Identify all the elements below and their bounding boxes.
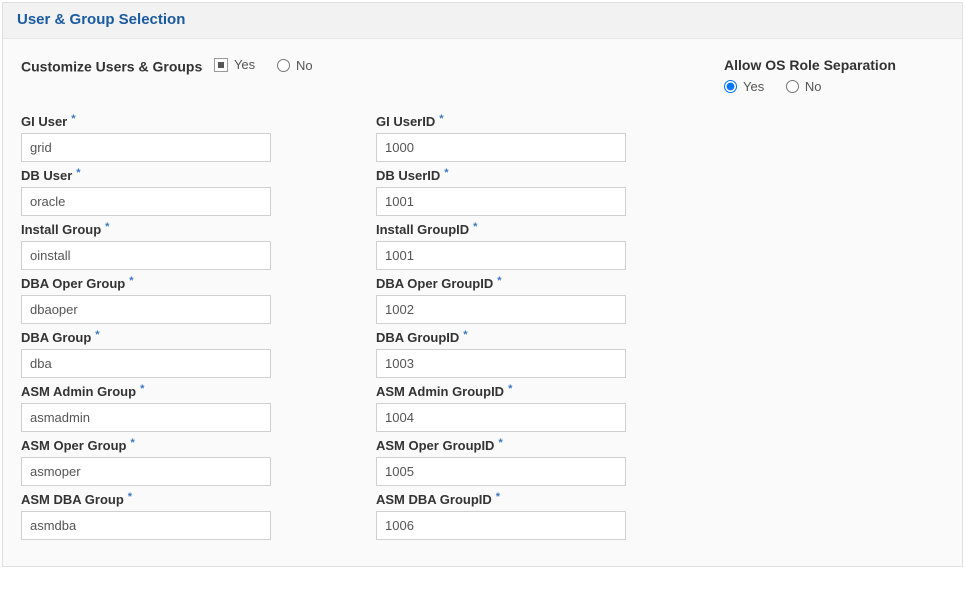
required-star: * bbox=[463, 329, 467, 341]
top-row: Customize Users & Groups Yes No Allow OS… bbox=[21, 53, 944, 96]
customize-no-radio[interactable] bbox=[277, 59, 290, 72]
asm-dba-groupid-row: ASM DBA GroupID* bbox=[376, 492, 721, 540]
allow-sep-no-radio[interactable] bbox=[786, 80, 799, 93]
required-star: * bbox=[497, 275, 501, 287]
asm-dba-group-row: ASM DBA Group* bbox=[21, 492, 366, 540]
required-star: * bbox=[129, 275, 133, 287]
install-groupid-row: Install GroupID* bbox=[376, 222, 721, 270]
form-columns: GI User* DB User* Install Group* DBA Oper G… bbox=[21, 114, 944, 546]
asm-oper-groupid-input[interactable] bbox=[376, 457, 626, 486]
required-star: * bbox=[105, 221, 109, 233]
dba-oper-group-row: DBA Oper Group* bbox=[21, 276, 366, 324]
customize-yes-option[interactable]: Yes bbox=[214, 57, 255, 72]
required-star: * bbox=[140, 383, 144, 395]
install-group-input[interactable] bbox=[21, 241, 271, 270]
dba-oper-group-label: DBA Oper Group* bbox=[21, 276, 366, 291]
required-star: * bbox=[76, 167, 80, 179]
db-userid-row: DB UserID* bbox=[376, 168, 721, 216]
gi-user-label: GI User* bbox=[21, 114, 366, 129]
dba-groupid-label: DBA GroupID* bbox=[376, 330, 721, 345]
asm-oper-group-label: ASM Oper Group* bbox=[21, 438, 366, 453]
asm-oper-group-row: ASM Oper Group* bbox=[21, 438, 366, 486]
install-groupid-input[interactable] bbox=[376, 241, 626, 270]
allow-sep-block: Allow OS Role Separation Yes No bbox=[724, 53, 944, 96]
allow-sep-yes-option[interactable]: Yes bbox=[724, 79, 764, 94]
asm-dba-groupid-label: ASM DBA GroupID* bbox=[376, 492, 721, 507]
gi-userid-row: GI UserID* bbox=[376, 114, 721, 162]
db-user-input[interactable] bbox=[21, 187, 271, 216]
asm-oper-groupid-row: ASM Oper GroupID* bbox=[376, 438, 721, 486]
customize-no-label: No bbox=[296, 58, 313, 73]
required-star: * bbox=[130, 437, 134, 449]
db-user-row: DB User* bbox=[21, 168, 366, 216]
allow-sep-no-label: No bbox=[805, 79, 822, 94]
asm-admin-groupid-label: ASM Admin GroupID* bbox=[376, 384, 721, 399]
install-group-label: Install Group* bbox=[21, 222, 366, 237]
allow-sep-label: Allow OS Role Separation bbox=[724, 57, 944, 73]
dba-groupid-input[interactable] bbox=[376, 349, 626, 378]
dba-group-label: DBA Group* bbox=[21, 330, 366, 345]
required-star: * bbox=[498, 437, 502, 449]
required-star: * bbox=[128, 491, 132, 503]
dba-group-input[interactable] bbox=[21, 349, 271, 378]
customize-yes-label: Yes bbox=[234, 57, 255, 72]
required-star: * bbox=[496, 491, 500, 503]
allow-sep-yes-radio[interactable] bbox=[724, 80, 737, 93]
gi-user-input[interactable] bbox=[21, 133, 271, 162]
asm-admin-groupid-row: ASM Admin GroupID* bbox=[376, 384, 721, 432]
panel-title: User & Group Selection bbox=[17, 11, 948, 28]
radio-icon bbox=[214, 58, 228, 72]
panel-body: Customize Users & Groups Yes No Allow OS… bbox=[3, 39, 962, 566]
asm-admin-group-label: ASM Admin Group* bbox=[21, 384, 366, 399]
allow-sep-no-option[interactable]: No bbox=[786, 79, 822, 94]
asm-admin-groupid-input[interactable] bbox=[376, 403, 626, 432]
dba-oper-groupid-row: DBA Oper GroupID* bbox=[376, 276, 721, 324]
panel-header: User & Group Selection bbox=[3, 3, 962, 39]
required-star: * bbox=[473, 221, 477, 233]
right-column: GI UserID* DB UserID* Install GroupID* DBA … bbox=[376, 114, 721, 546]
allow-sep-yes-label: Yes bbox=[743, 79, 764, 94]
asm-admin-group-input[interactable] bbox=[21, 403, 271, 432]
install-groupid-label: Install GroupID* bbox=[376, 222, 721, 237]
dba-oper-groupid-input[interactable] bbox=[376, 295, 626, 324]
required-star: * bbox=[508, 383, 512, 395]
required-star: * bbox=[95, 329, 99, 341]
gi-userid-input[interactable] bbox=[376, 133, 626, 162]
required-star: * bbox=[71, 113, 75, 125]
db-userid-input[interactable] bbox=[376, 187, 626, 216]
asm-oper-group-input[interactable] bbox=[21, 457, 271, 486]
asm-dba-group-input[interactable] bbox=[21, 511, 271, 540]
required-star: * bbox=[444, 167, 448, 179]
customize-no-option[interactable]: No bbox=[277, 58, 313, 73]
gi-user-row: GI User* bbox=[21, 114, 366, 162]
required-star: * bbox=[439, 113, 443, 125]
dba-group-row: DBA Group* bbox=[21, 330, 366, 378]
dba-oper-group-input[interactable] bbox=[21, 295, 271, 324]
asm-dba-group-label: ASM DBA Group* bbox=[21, 492, 366, 507]
db-user-label: DB User* bbox=[21, 168, 366, 183]
gi-userid-label: GI UserID* bbox=[376, 114, 721, 129]
asm-oper-groupid-label: ASM Oper GroupID* bbox=[376, 438, 721, 453]
customize-block: Customize Users & Groups Yes No bbox=[21, 53, 724, 75]
install-group-row: Install Group* bbox=[21, 222, 366, 270]
left-column: GI User* DB User* Install Group* DBA Oper G… bbox=[21, 114, 366, 546]
asm-admin-group-row: ASM Admin Group* bbox=[21, 384, 366, 432]
customize-label: Customize Users & Groups bbox=[21, 59, 202, 75]
dba-oper-groupid-label: DBA Oper GroupID* bbox=[376, 276, 721, 291]
db-userid-label: DB UserID* bbox=[376, 168, 721, 183]
asm-dba-groupid-input[interactable] bbox=[376, 511, 626, 540]
dba-groupid-row: DBA GroupID* bbox=[376, 330, 721, 378]
user-group-panel: User & Group Selection Customize Users &… bbox=[2, 2, 963, 567]
